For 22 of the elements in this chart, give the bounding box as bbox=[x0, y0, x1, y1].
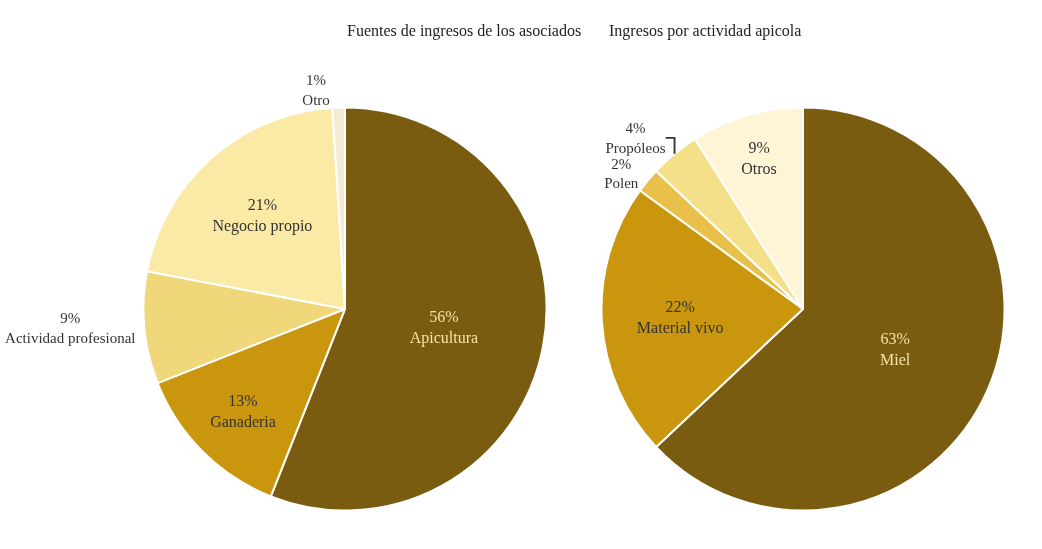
slice-label: Apicultura bbox=[409, 329, 479, 348]
data-label: 9% bbox=[60, 310, 81, 327]
data-label: 4% bbox=[625, 120, 646, 137]
slice-label: Negocio propio bbox=[212, 216, 313, 235]
chart-title: Fuentes de ingresos de los asociados bbox=[347, 22, 582, 40]
slice-label: Otros bbox=[741, 159, 777, 177]
chart-title: Ingresos por actividad apicola bbox=[609, 22, 802, 40]
data-label: 13% bbox=[228, 392, 258, 410]
data-label: 63% bbox=[880, 330, 910, 348]
slice-label: Actividad profesional bbox=[5, 329, 136, 346]
slice-label: Ganaderia bbox=[210, 412, 276, 430]
data-label: 21% bbox=[247, 195, 278, 213]
slice-label: Otro bbox=[302, 91, 330, 108]
data-label: 2% bbox=[611, 155, 632, 172]
slice-label: Propóleos bbox=[605, 139, 666, 156]
slice-label: Polen bbox=[604, 175, 639, 192]
slice-label: Material vivo bbox=[636, 318, 724, 336]
data-label: 56% bbox=[429, 308, 459, 326]
data-label: 22% bbox=[665, 297, 695, 315]
data-label: 1% bbox=[306, 72, 327, 89]
slice-label: Miel bbox=[880, 350, 911, 368]
data-label: 9% bbox=[748, 138, 770, 156]
